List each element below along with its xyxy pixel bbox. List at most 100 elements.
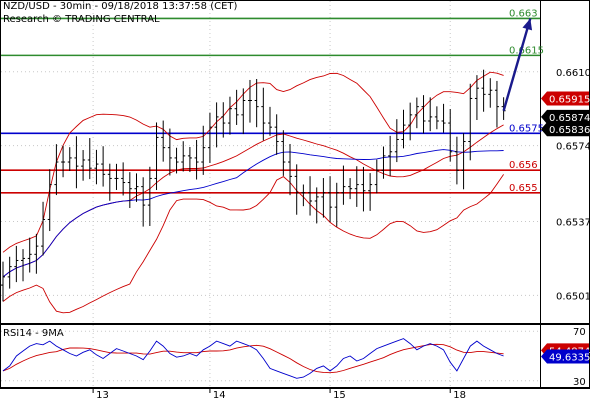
ohlc-bar: [141, 177, 146, 227]
ohlc-bar: [7, 256, 12, 289]
ohlc-bar: [368, 173, 373, 211]
ohlc-bar: [394, 119, 399, 163]
ohlc-bar: [81, 150, 86, 181]
ohlc-bar: [161, 120, 166, 162]
ohlc-bar: [488, 78, 493, 108]
ohlc-bar: [294, 164, 299, 215]
ohlc-bar: [468, 83, 473, 161]
ohlc-bar: [401, 109, 406, 149]
level-label: 0.6615: [509, 45, 544, 56]
ohlc-bar: [41, 201, 46, 256]
ohlc-bar: [354, 166, 359, 207]
ohlc-bar: [61, 145, 66, 178]
bollinger-lower-band: [2, 174, 504, 314]
ohlc-bar: [14, 245, 19, 283]
ohlc-bar: [114, 163, 119, 190]
ohlc-bar: [328, 176, 333, 223]
ohlc-bar: [74, 136, 79, 189]
price-tag-background: [541, 122, 589, 137]
ohlc-bar: [408, 102, 413, 141]
ohlc-bar: [461, 133, 466, 190]
ohlc-bar: [181, 141, 186, 172]
ohlc-bar: [127, 172, 132, 208]
ohlc-bar: [428, 97, 433, 132]
day-label: 13: [96, 390, 109, 400]
ohlc-bar: [454, 136, 459, 185]
ohlc-bar: [201, 125, 206, 175]
chart-header-source: Research © TRADING CENTRAL: [3, 14, 160, 25]
ohlc-bar: [448, 109, 453, 162]
ohlc-bar: [321, 178, 326, 218]
ohlc-bar: [34, 233, 39, 274]
ohlc-bar: [494, 80, 499, 128]
day-label: 18: [453, 390, 466, 400]
projection-arrow-shaft: [502, 18, 532, 112]
ohlc-bar: [227, 96, 232, 135]
ohlc-bar: [361, 166, 366, 212]
price-tag-background: [541, 109, 589, 124]
ohlc-bar: [434, 106, 439, 130]
bollinger-upper-band: [2, 71, 504, 253]
ohlc-bar: [27, 237, 32, 273]
ohlc-bar: [388, 135, 393, 177]
ohlc-bar: [288, 143, 293, 196]
ohlc-bar: [134, 173, 139, 202]
ohlc-bar: [441, 103, 446, 133]
ohlc-bar: [261, 87, 266, 141]
level-label: 0.6575: [509, 123, 544, 134]
price-tick-label: 0.6537: [556, 218, 590, 229]
ohlc-bar: [147, 166, 152, 226]
rsi-tick-label: 70: [573, 327, 586, 338]
ohlc-bar: [194, 139, 199, 180]
moving-average-blue: [2, 149, 504, 278]
rsi-tick-label: 30: [573, 377, 586, 388]
moving-average-red: [2, 124, 504, 278]
projection-arrow-head: [522, 18, 533, 31]
ohlc-bar: [308, 176, 313, 216]
rsi-ma-line: [2, 343, 504, 374]
ohlc-bar: [174, 147, 179, 174]
price-tag-label: 0.65874: [549, 113, 590, 124]
ohlc-bar: [268, 106, 272, 136]
ohlc-bar: [341, 165, 346, 205]
ohlc-bar: [421, 95, 426, 134]
price-tick-label: 0.6574: [556, 142, 590, 153]
ohlc-bar: [254, 78, 259, 128]
ohlc-bar: [214, 102, 219, 148]
level-label: 0.663: [509, 8, 538, 19]
ohlc-bar: [94, 149, 99, 185]
ohlc-bar: [301, 184, 306, 207]
rsi-value-tag-background: [541, 349, 589, 364]
ohlc-bar: [474, 75, 479, 121]
ohlc-bar: [107, 163, 112, 201]
ohlc-bar: [1, 261, 5, 302]
ohlc-bar: [47, 169, 52, 232]
ohlc-bar: [314, 187, 319, 224]
price-tag-label: 0.65915: [549, 94, 590, 105]
ohlc-bar: [87, 138, 92, 180]
ohlc-bar: [374, 159, 379, 194]
day-label: 15: [333, 390, 346, 400]
ohlc-bar: [21, 249, 26, 282]
ohlc-bar: [334, 182, 339, 227]
price-tick-label: 0.6610: [556, 68, 590, 79]
ohlc-bar: [241, 88, 246, 135]
ohlc-bar: [67, 147, 72, 171]
ohlc-bar: [101, 146, 106, 187]
price-tick-label: 0.6501: [556, 291, 590, 302]
rsi-title: RSI14 - 9MA: [3, 328, 64, 339]
ohlc-bar: [54, 144, 59, 196]
price-tag-background: [541, 91, 589, 106]
chart-header-title: NZD/USD - 30min - 09/18/2018 13:37:58 (C…: [3, 1, 238, 12]
ohlc-bar: [247, 79, 252, 123]
ohlc-bar: [414, 97, 419, 129]
main-panel-frame: [0, 0, 590, 324]
ohlc-bar: [274, 114, 279, 155]
ohlc-bar: [348, 178, 353, 200]
ohlc-bar: [234, 89, 239, 125]
ohlc-bar: [281, 130, 286, 176]
ohlc-bar: [187, 146, 192, 173]
ohlc-bar: [481, 69, 486, 112]
